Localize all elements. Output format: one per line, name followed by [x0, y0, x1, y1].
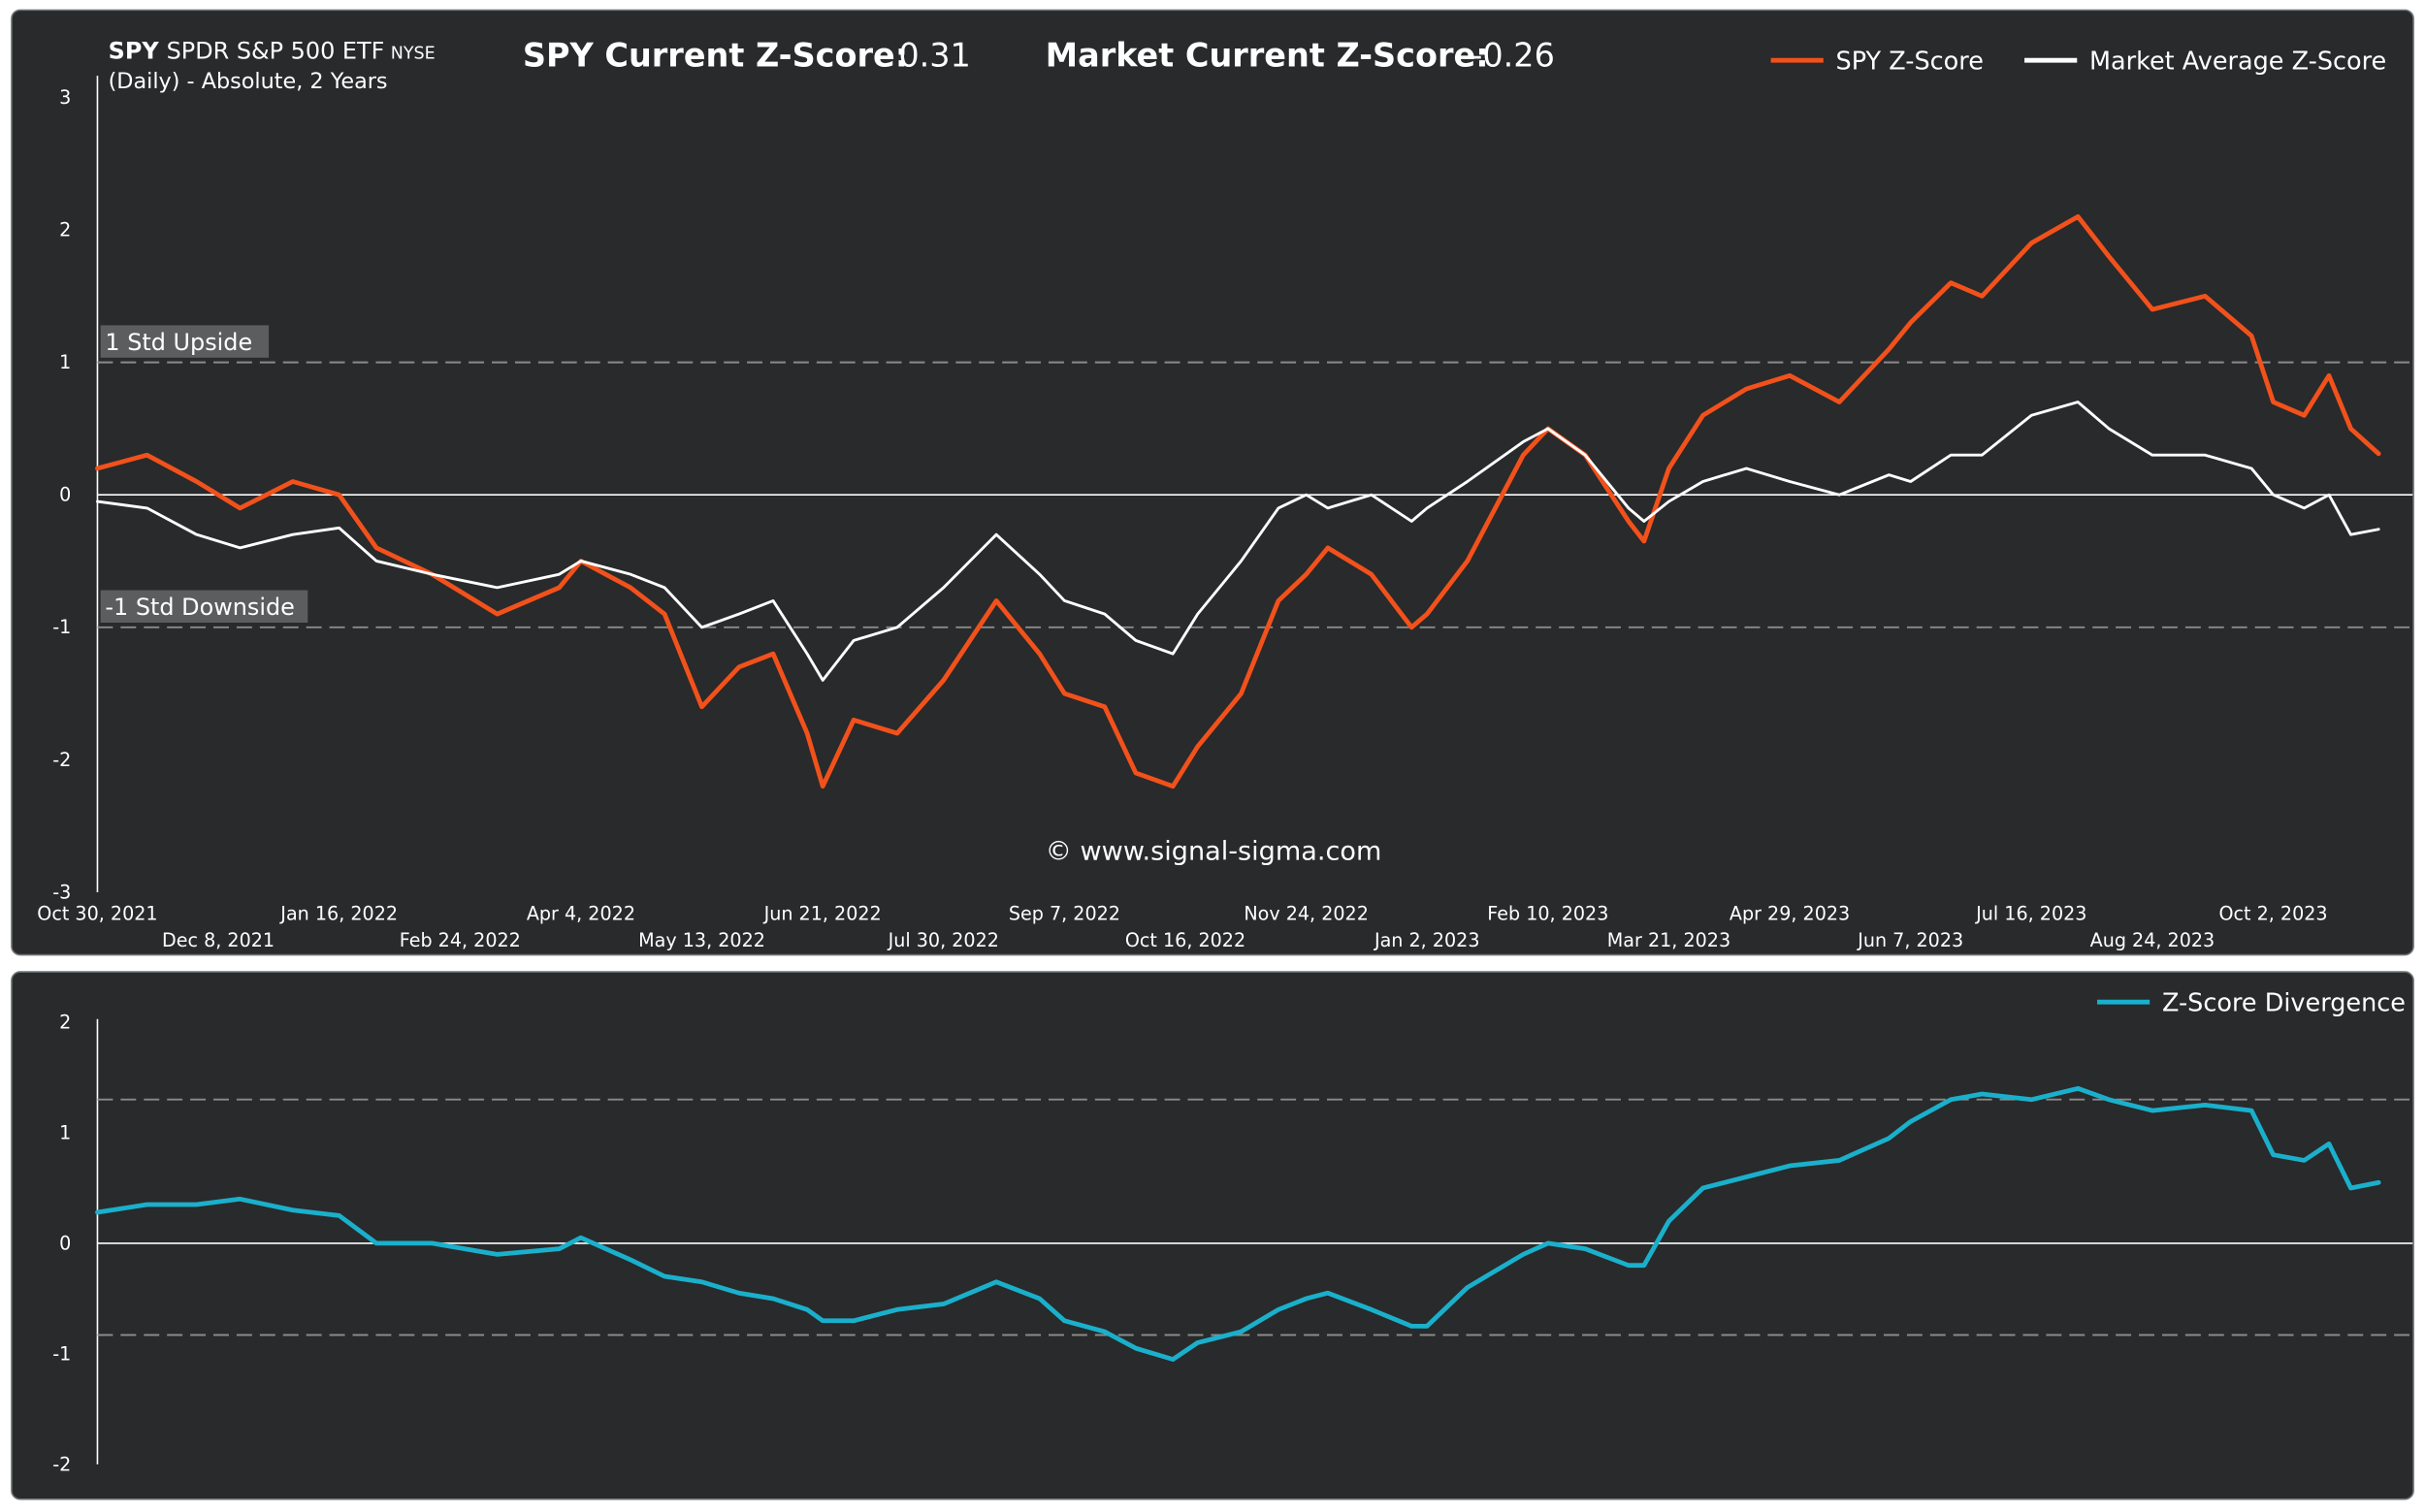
y-tick-label: -3 [52, 881, 71, 903]
x-tick-label: Feb 10, 2023 [1487, 903, 1608, 925]
x-tick-label: Jan 16, 2022 [279, 903, 398, 925]
x-tick-label: Feb 24, 2022 [400, 929, 521, 951]
legend-divergence: Z-Score Divergence [2097, 989, 2406, 1018]
y-tick-label: -1 [52, 616, 71, 638]
y-tick-label: 2 [59, 1011, 71, 1033]
x-tick-label: Oct 16, 2022 [1125, 929, 1245, 951]
y-tick-label: 0 [59, 1232, 71, 1254]
x-tick-label: Nov 24, 2022 [1244, 903, 1369, 925]
x-tick-label: May 13, 2022 [638, 929, 765, 951]
x-tick-label: Jul 16, 2023 [1975, 903, 2086, 925]
x-tick-label: Apr 4, 2022 [527, 903, 635, 925]
std-label-box [100, 325, 270, 358]
market-current-value: -0.26 [1471, 37, 1555, 75]
watermark: © www.signal-sigma.com [1046, 836, 1382, 866]
std-label-box [100, 590, 308, 624]
x-tick-label: Oct 30, 2021 [37, 903, 157, 925]
x-tick-label: Dec 8, 2021 [162, 929, 275, 951]
x-tick-label: Jul 30, 2022 [888, 929, 999, 951]
y-tick-label: 2 [59, 218, 71, 241]
x-tick-label: Mar 21, 2023 [1607, 929, 1730, 951]
spy-current-label: SPY Current Z-Score: [523, 37, 908, 75]
chart-header-title: SPY SPDR S&P 500 ETF NYSE [109, 38, 436, 65]
y-tick-label: -2 [52, 1453, 71, 1475]
chart-header-subtitle: (Daily) - Absolute, 2 Years [109, 69, 388, 94]
legend-spy: SPY Z-Score [1770, 48, 1984, 77]
legend-market-label: Market Average Z-Score [2089, 48, 2386, 77]
std-label: -1 Std Downside [105, 594, 294, 621]
series-line-z-score-divergence [95, 1085, 2381, 1363]
y-tick-label: 0 [59, 484, 71, 506]
y-tick-label: 1 [59, 351, 71, 373]
market-current-label: Market Current Z-Score: [1046, 37, 1489, 75]
divergence-chart: 2 1 0 -1 -2 Z-Score Divergence [52, 989, 2413, 1475]
y-tick-label: 1 [59, 1121, 71, 1143]
legend-spy-label: SPY Z-Score [1836, 48, 1984, 77]
y-tick-label: -1 [52, 1342, 71, 1365]
legend-divergence-label: Z-Score Divergence [2162, 989, 2406, 1018]
x-tick-label: Jun 21, 2022 [763, 903, 882, 925]
x-tick-label: Oct 2, 2023 [2218, 903, 2327, 925]
spy-current-value: 0.31 [898, 37, 971, 75]
main-chart-panel: 3 2 1 0 -1 -2 -3 1 Std Upside -1 Std Downside Oc… [11, 9, 2414, 956]
x-tick-label: Jan 2, 2023 [1374, 929, 1480, 951]
legend-market: Market Average Z-Score [2024, 48, 2386, 77]
x-tick-label: Apr 29, 2023 [1730, 903, 1850, 925]
z-score-chart: 3 2 1 0 -1 -2 -3 1 Std Upside -1 Std Downside Oc… [37, 37, 2413, 951]
series-line-spy-z-score [95, 213, 2381, 789]
series-line-market-average-z-score [96, 401, 2380, 682]
divergence-chart-panel: 2 1 0 -1 -2 Z-Score Divergence [11, 971, 2414, 1500]
x-tick-label: Jun 7, 2023 [1857, 929, 1963, 951]
x-tick-label: Aug 24, 2023 [2090, 929, 2215, 951]
x-tick-label: Sep 7, 2022 [1009, 903, 1120, 925]
y-tick-label: -2 [52, 749, 71, 771]
std-label: 1 Std Upside [105, 329, 252, 356]
y-tick-label: 3 [59, 86, 71, 109]
